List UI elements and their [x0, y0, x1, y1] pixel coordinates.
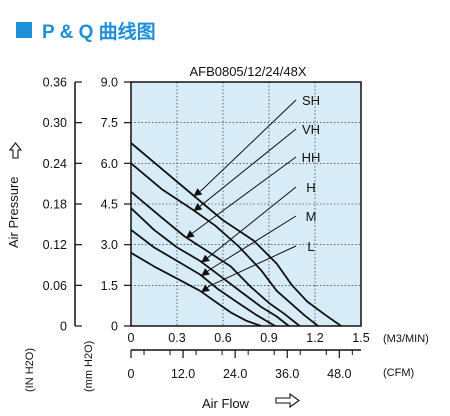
x-primary-unit: (M3/MIN)	[383, 333, 429, 345]
y-secondary-unit: (IN H2O)	[24, 348, 36, 392]
y-primary-tick-label: 7.5	[101, 116, 118, 130]
header-marker-square	[16, 22, 32, 38]
x-secondary-tick-label: 24.0	[223, 367, 247, 381]
x-secondary-tick-label: 0	[128, 367, 135, 381]
series-leader-h	[201, 186, 297, 263]
series-line-m	[130, 229, 276, 327]
series-label-m: M	[306, 209, 317, 224]
y-primary-unit: (mm H2O)	[83, 341, 95, 392]
x-axis-m3min: 0 0.3 0.6 0.9 1.2 1.5	[128, 331, 370, 345]
y-axis-in-h2o: 0 0.06 0.12 0.18 0.24 0.30 0.36	[43, 76, 82, 334]
y-secondary-tick-label: 0.30	[43, 116, 67, 130]
y-secondary-tick-label: 0.12	[43, 238, 67, 252]
y-primary-tick-label: 3.0	[101, 238, 118, 252]
x-secondary-tick-label: 48.0	[327, 367, 351, 381]
x-primary-tick-label: 0	[128, 331, 135, 345]
y-axis-title: Air Pressure	[6, 176, 21, 248]
chart-title: AFB0805/12/24/48X	[189, 64, 306, 79]
series-label-hh: HH	[302, 150, 321, 165]
y-primary-tick-label: 6.0	[101, 157, 118, 171]
x-secondary-tick-label: 12.0	[171, 367, 195, 381]
y-secondary-tick-label: 0	[60, 320, 67, 334]
x-arrow-icon	[275, 392, 300, 409]
y-arrow-icon	[8, 142, 23, 159]
series-line-sh	[130, 142, 342, 327]
y-secondary-tick-label: 0.18	[43, 198, 67, 212]
series-leader-l	[201, 245, 297, 293]
series-group	[130, 142, 342, 327]
x-primary-tick-label: 0.9	[260, 331, 277, 345]
series-leader-sh	[193, 99, 297, 197]
series-label-vh: VH	[302, 122, 320, 137]
series-label-sh: SH	[302, 93, 320, 108]
series-leader-vh	[193, 128, 297, 212]
x-secondary-unit: (CFM)	[383, 367, 414, 379]
x-primary-tick-label: 0.6	[214, 331, 231, 345]
x-primary-tick-label: 0.3	[168, 331, 185, 345]
series-leader-m	[201, 215, 297, 277]
x-primary-tick-label: 1.2	[306, 331, 323, 345]
x-axis-title: Air Flow	[202, 396, 250, 411]
grid-lines	[131, 82, 361, 326]
x-primary-tick-label: 1.5	[352, 331, 369, 345]
header-title: P & Q 曲线图	[42, 20, 156, 43]
x-secondary-tick-label: 36.0	[275, 367, 299, 381]
y-primary-tick-label: 1.5	[101, 279, 118, 293]
y-axis-mm-h2o: 0 1.5 3.0 4.5 6.0 7.5 9.0	[101, 76, 131, 334]
plot-area	[130, 81, 362, 327]
series-line-vh	[130, 162, 319, 327]
y-primary-tick-label: 0	[111, 320, 118, 334]
series-label-l: L	[307, 239, 314, 254]
series-leader-hh	[185, 156, 297, 239]
series-line-l	[130, 252, 262, 327]
y-secondary-tick-label: 0.24	[43, 157, 67, 171]
x-axis-cfm: 0 12.0 24.0 36.0 48.0	[128, 349, 361, 381]
y-primary-tick-label: 9.0	[101, 76, 118, 90]
plot-background	[131, 82, 361, 326]
series-line-hh	[130, 191, 301, 327]
y-primary-tick-label: 4.5	[101, 198, 118, 212]
y-secondary-tick-label: 0.36	[43, 76, 67, 90]
series-label-h: H	[306, 180, 315, 195]
series-line-h	[130, 207, 290, 327]
y-secondary-tick-label: 0.06	[43, 279, 67, 293]
